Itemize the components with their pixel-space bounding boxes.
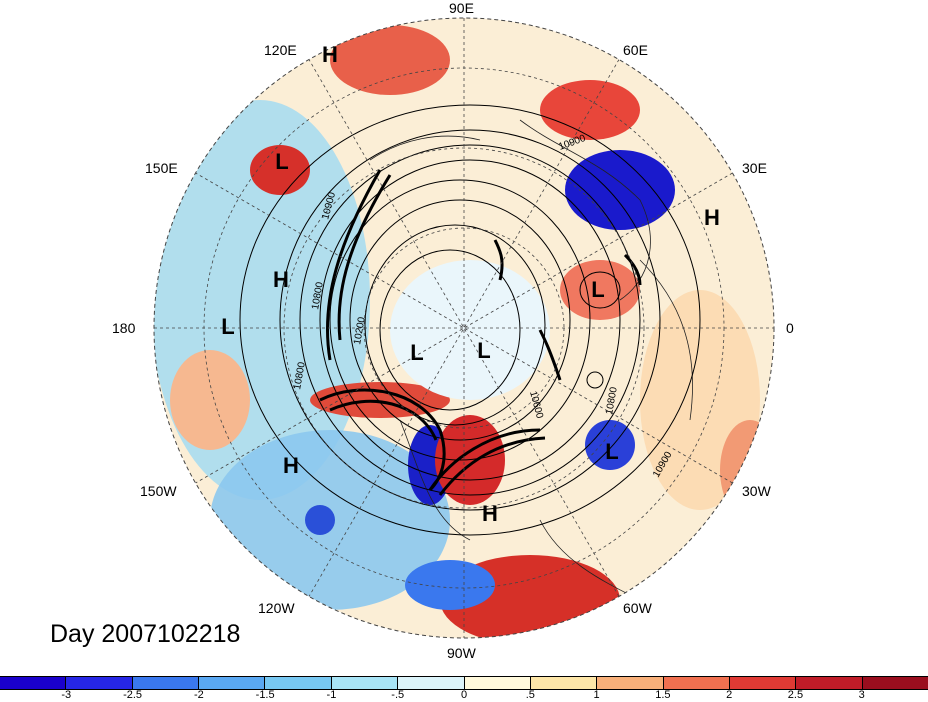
graticule <box>154 18 774 638</box>
colorbar-tick-label: -1.5 <box>255 689 275 701</box>
colorbar-swatch <box>729 677 797 689</box>
colorbar-swatch <box>66 677 133 689</box>
lon-label-30e: 30E <box>742 160 767 176</box>
low-pressure-marker: L <box>410 340 424 365</box>
colorbar-tick-label: 1 <box>593 689 600 701</box>
low-pressure-marker: L <box>221 314 235 339</box>
colorbar-swatch <box>199 677 266 689</box>
low-pressure-marker: L <box>591 277 605 302</box>
lon-label-150w: 150W <box>140 483 177 499</box>
colorbar-tick-label: -2.5 <box>123 689 143 701</box>
low-pressure-marker: L <box>275 149 289 174</box>
high-pressure-marker: H <box>322 42 338 67</box>
low-pressure-marker: L <box>605 439 619 464</box>
low-pressure-marker: L <box>477 338 491 363</box>
contour-label: 10800 <box>604 386 620 416</box>
colorbar-tick-label: 3 <box>858 689 865 701</box>
colorbar <box>0 676 928 690</box>
lon-label-180: 180 <box>112 320 136 336</box>
colorbar-labels: -3 -2.5 -2 -1.5 -1 -.5 0 .5 1 1.5 2 2.5 3 <box>0 689 928 702</box>
lon-label-0: 0 <box>786 320 794 336</box>
colorbar-swatch <box>530 677 598 689</box>
high-pressure-marker: H <box>273 267 289 292</box>
lon-label-60e: 60E <box>623 42 648 58</box>
colorbar-swatch <box>597 677 664 689</box>
high-pressure-marker: H <box>482 501 498 526</box>
colorbar-tick-label: 2 <box>726 689 733 701</box>
colorbar-swatch <box>331 677 399 689</box>
lon-label-90w: 90W <box>447 645 476 661</box>
polar-stereographic-map: 10900 10900 10800 10800 10200 10600 1080… <box>153 17 775 639</box>
high-pressure-marker: H <box>283 453 299 478</box>
colorbar-tick-label: 2.5 <box>787 689 804 701</box>
colorbar-swatch <box>796 677 863 689</box>
lon-label-120w: 120W <box>258 600 295 616</box>
map-title: Day 2007102218 <box>50 620 241 648</box>
height-contours <box>239 104 701 536</box>
colorbar-swatch <box>265 677 332 689</box>
colorbar-tick-label: 1.5 <box>655 689 671 701</box>
colorbar-swatch <box>132 677 200 689</box>
colorbar-tick-label: -3 <box>61 689 72 701</box>
contour-label: 10200 <box>352 316 368 346</box>
lon-label-120e: 120E <box>264 42 297 58</box>
colorbar-swatch <box>862 677 928 689</box>
colorbar-swatch <box>464 677 531 689</box>
colorbar-swatch <box>663 677 730 689</box>
lon-label-90e: 90E <box>449 0 474 16</box>
colorbar-tick-label: -2 <box>193 689 204 701</box>
colorbar-swatch <box>0 677 67 689</box>
lon-label-60w: 60W <box>623 600 652 616</box>
colorbar-tick-label: -.5 <box>391 689 405 701</box>
colorbar-swatch <box>398 677 465 689</box>
jet-stream <box>319 169 642 496</box>
coastlines <box>369 119 693 601</box>
lon-label-30w: 30W <box>742 483 771 499</box>
colorbar-tick-label: .5 <box>525 689 535 701</box>
colorbar-tick-label: 0 <box>460 689 468 701</box>
colorbar-tick-label: -1 <box>326 689 337 701</box>
contour-label: 10800 <box>310 281 326 311</box>
lon-label-150e: 150E <box>145 160 178 176</box>
high-pressure-marker: H <box>704 205 720 230</box>
contour-label: 10800 <box>292 361 308 391</box>
